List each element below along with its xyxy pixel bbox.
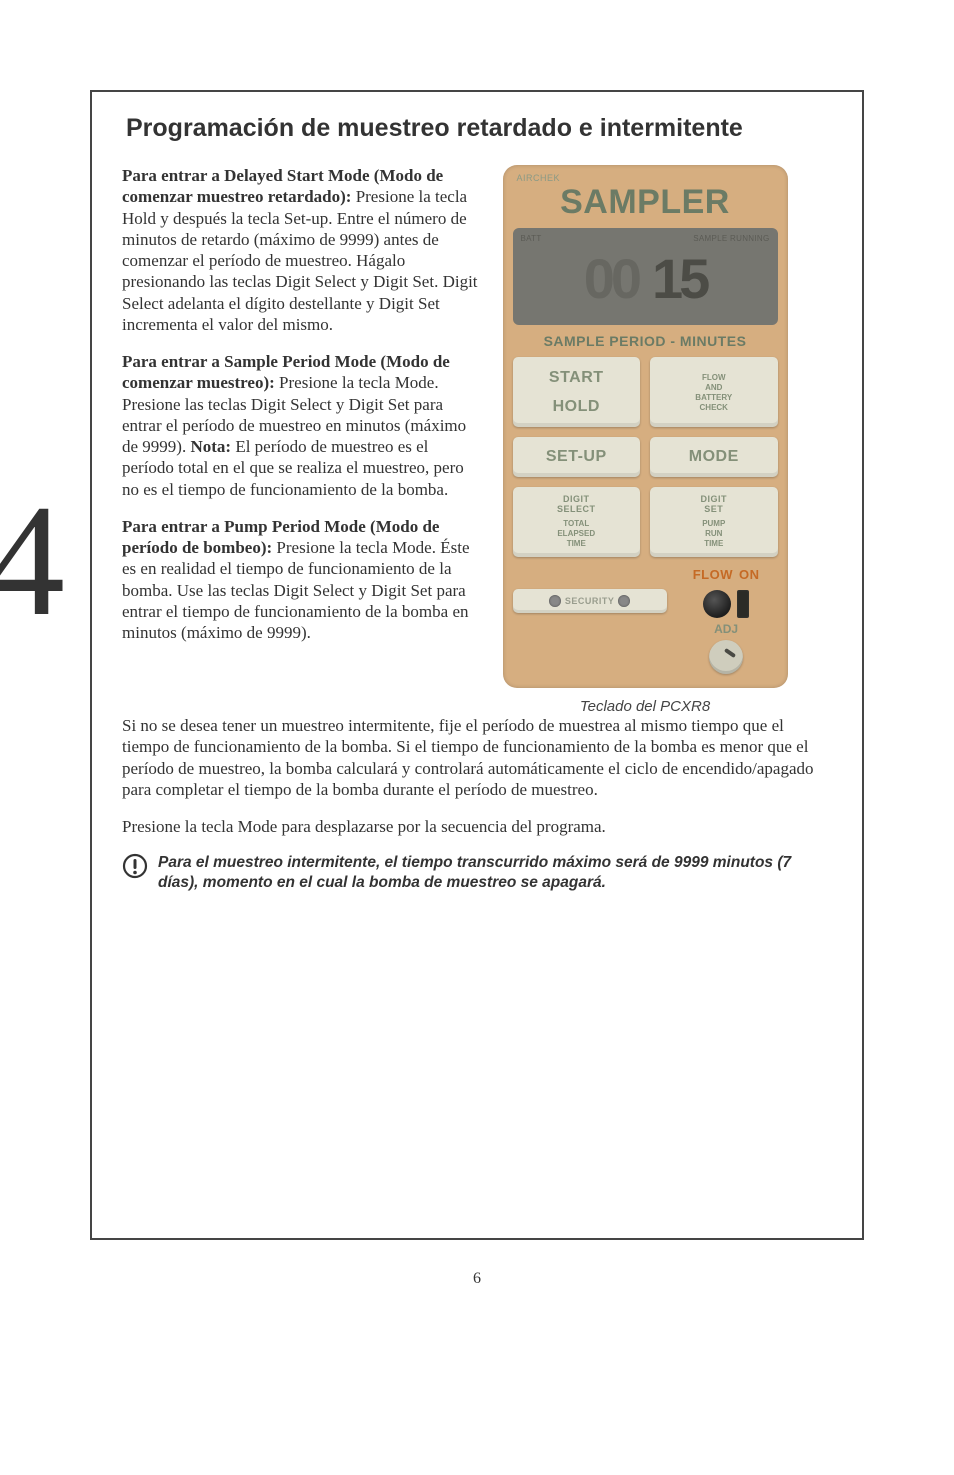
setup-key[interactable]: SET-UP xyxy=(513,437,641,477)
paragraph-sample-period: Para entrar a Sample Period Mode (Modo d… xyxy=(122,351,482,500)
security-cover: SECURITY xyxy=(513,589,667,613)
flow-on-row: FLOW ON xyxy=(693,567,760,584)
para1-body: Presione la tecla Hold y después la tecl… xyxy=(122,187,478,334)
paragraph-pump-period: Para entrar a Pump Period Mode (Modo de … xyxy=(122,516,482,644)
elapsed-label: ELAPSED xyxy=(557,529,595,538)
start-hold-key[interactable]: START HOLD xyxy=(513,357,641,427)
key-row-3: DIGIT SELECT TOTAL ELAPSED TIME DIGIT SE… xyxy=(513,487,778,557)
lcd-top-row: BATT SAMPLE RUNNING xyxy=(521,234,770,243)
para2-nota: Nota: xyxy=(190,437,231,456)
brand-small: AIRCHEK xyxy=(517,173,778,183)
setup-label: SET-UP xyxy=(546,448,607,466)
select-label: SELECT xyxy=(557,505,596,515)
right-column: AIRCHEK SAMPLER BATT SAMPLE RUNNING 00 1… xyxy=(500,165,790,715)
device-caption: Teclado del PCXR8 xyxy=(500,698,790,715)
paragraph-delayed-start: Para entrar a Delayed Start Mode (Modo d… xyxy=(122,165,482,335)
lcd-left-digits: 00 xyxy=(584,251,638,307)
screw-icon xyxy=(549,595,561,607)
hold-label: HOLD xyxy=(553,398,600,416)
pump-label: PUMP xyxy=(702,519,725,528)
total-label: TOTAL xyxy=(563,519,589,528)
on-label: ON xyxy=(739,567,760,582)
page: 4 Programación de muestreo retardado e i… xyxy=(0,0,954,1328)
start-label: START xyxy=(549,369,604,387)
step-number: 4 xyxy=(0,480,65,640)
security-label: SECURITY xyxy=(565,596,615,606)
lcd-running-label: SAMPLE RUNNING xyxy=(693,234,769,243)
mode-label: MODE xyxy=(689,448,739,466)
lcd-digits: 00 15 xyxy=(521,243,770,317)
warning-text: Para el muestreo intermitente, el tiempo… xyxy=(158,853,832,893)
device-bottom-area: SECURITY FLOW ON xyxy=(513,567,778,674)
screw-icon-2 xyxy=(618,595,630,607)
and-sub: AND xyxy=(705,383,722,392)
digit-select-key[interactable]: DIGIT SELECT TOTAL ELAPSED TIME xyxy=(513,487,641,557)
left-column: Para entrar a Delayed Start Mode (Modo d… xyxy=(122,165,482,715)
brand-name: SAMPLER xyxy=(513,183,778,222)
adj-dial[interactable] xyxy=(709,640,743,674)
key-row-2: SET-UP MODE xyxy=(513,437,778,477)
page-title: Programación de muestreo retardado e int… xyxy=(126,114,832,143)
two-column-layout: Para entrar a Delayed Start Mode (Modo d… xyxy=(122,165,832,715)
flow-adjust-column: FLOW ON ADJ xyxy=(675,567,778,674)
paragraph-intermittent: Si no se desea tener un muestreo intermi… xyxy=(122,715,832,800)
key-row-1: START HOLD FLOW AND BATTERY CHECK xyxy=(513,357,778,427)
info-icon xyxy=(122,853,148,879)
lcd-right-digits: 15 xyxy=(652,251,706,307)
time-label-r: TIME xyxy=(704,539,723,548)
flow-sub: FLOW xyxy=(702,373,726,382)
warning-note: Para el muestreo intermitente, el tiempo… xyxy=(122,853,832,893)
adj-label: ADJ xyxy=(714,622,738,636)
flow-bottom-label: FLOW xyxy=(693,567,733,582)
content-frame: Programación de muestreo retardado e int… xyxy=(90,90,864,1240)
page-number: 6 xyxy=(90,1270,864,1288)
flow-battery-check-key[interactable]: FLOW AND BATTERY CHECK xyxy=(650,357,778,427)
battery-sub: BATTERY xyxy=(695,393,732,402)
on-switch[interactable] xyxy=(737,590,749,618)
digit-set-key[interactable]: DIGIT SET PUMP RUN TIME xyxy=(650,487,778,557)
lcd-screen: BATT SAMPLE RUNNING 00 15 xyxy=(513,228,778,325)
set-label: SET xyxy=(704,505,723,515)
paragraph-mode-scroll: Presione la tecla Mode para desplazarse … xyxy=(122,816,832,837)
device-keypad: AIRCHEK SAMPLER BATT SAMPLE RUNNING 00 1… xyxy=(503,165,788,688)
mode-key[interactable]: MODE xyxy=(650,437,778,477)
check-sub: CHECK xyxy=(700,403,728,412)
flow-knob[interactable] xyxy=(703,590,731,618)
run-label: RUN xyxy=(705,529,722,538)
time-label-l: TIME xyxy=(567,539,586,548)
sample-period-label: SAMPLE PERIOD - MINUTES xyxy=(513,333,778,349)
lcd-batt-label: BATT xyxy=(521,234,542,243)
